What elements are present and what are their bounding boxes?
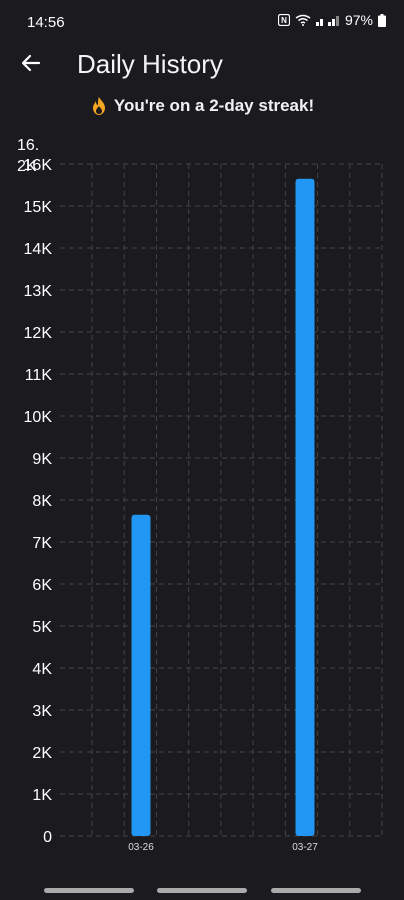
battery-percent: 97% (344, 12, 373, 28)
x-tick-label: 03-26 (128, 842, 154, 853)
y-tick-label: 16K (24, 157, 53, 174)
status-icons: N 97% (277, 12, 386, 28)
x-tick-label: 03-27 (292, 842, 318, 853)
y-tick-label-overlap: 2K (17, 158, 37, 175)
y-tick-label: 13K (24, 283, 53, 300)
y-tick-label: 12K (24, 325, 53, 342)
y-tick-label: 2K (32, 745, 52, 762)
bar-03-27[interactable] (295, 178, 315, 836)
y-tick-label: 6K (32, 577, 52, 594)
y-tick-label: 11K (25, 367, 53, 384)
battery-icon (378, 13, 386, 27)
x-axis-ticks: 03-26 03-27 (128, 842, 318, 853)
page-title: Daily History (77, 49, 223, 79)
streak-banner: You're on a 2-day streak! (0, 92, 404, 120)
arrow-back-icon (21, 54, 41, 72)
y-tick-label: 1K (32, 787, 52, 804)
y-tick-label: 7K (32, 535, 52, 552)
streak-text: You're on a 2-day streak! (113, 96, 315, 115)
status-bar: 14:56 N 97% (0, 0, 404, 44)
nfc-icon: N (277, 14, 290, 26)
y-tick-label: 3K (32, 703, 52, 720)
wifi-icon (295, 14, 311, 26)
bar-chart: 0 1K 2K 3K 4K 5K 6K 7K 8K 9K 10K 11K 12K 13K 14K 15K 16K… (17, 137, 384, 853)
bars (131, 178, 315, 836)
y-tick-label-overlap: 16. (17, 137, 39, 154)
nav-home-handle[interactable] (157, 888, 247, 893)
y-tick-label: 14K (24, 241, 53, 258)
fire-icon (92, 97, 105, 115)
system-nav-bar (0, 886, 404, 900)
svg-text:N: N (281, 16, 287, 25)
y-tick-label: 8K (32, 493, 52, 510)
y-tick-label: 0 (43, 829, 52, 846)
y-axis-ticks: 0 1K 2K 3K 4K 5K 6K 7K 8K 9K 10K 11K 12K 13K 14K 15K 16K… (17, 137, 52, 846)
y-tick-label: 9K (32, 451, 52, 468)
status-time: 14:56 (27, 14, 65, 31)
app-bar: Daily History (0, 44, 404, 84)
y-tick-label: 4K (32, 661, 52, 678)
signal-icon (315, 14, 340, 26)
back-button[interactable] (14, 46, 48, 80)
y-tick-label: 5K (32, 619, 52, 636)
y-tick-label: 10K (24, 409, 53, 426)
nav-back-handle[interactable] (271, 888, 361, 893)
nav-recents-handle[interactable] (44, 888, 134, 893)
chart-grid (60, 163, 384, 837)
bar-03-26[interactable] (131, 514, 151, 836)
y-tick-label: 15K (24, 199, 53, 216)
